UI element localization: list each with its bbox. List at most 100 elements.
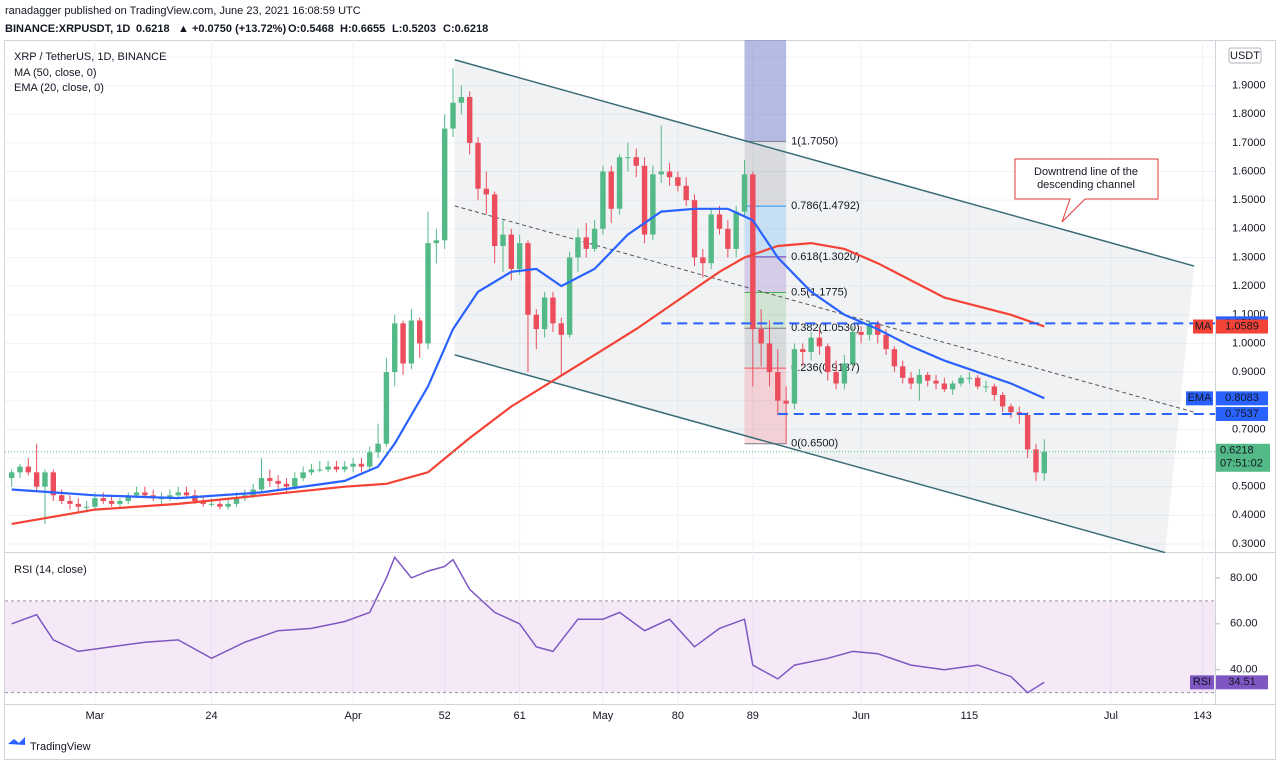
- candle-body: [450, 102, 456, 129]
- rsi-tick-label: 80.00: [1230, 572, 1258, 584]
- high: H:0.6655: [340, 23, 385, 35]
- candle-body: [167, 495, 173, 499]
- candle-body: [924, 374, 931, 381]
- candle-body: [375, 443, 381, 453]
- fib-zone: [744, 328, 787, 369]
- x-tick-label: 89: [747, 710, 759, 722]
- candle-body: [516, 243, 523, 269]
- time-highlight: [744, 40, 787, 142]
- indicator-tag-name-box: [1186, 391, 1213, 406]
- candle-body: [958, 377, 964, 384]
- brand: TradingView: [30, 741, 91, 753]
- rsi-band: [5, 600, 1215, 693]
- indicator-tag: [1216, 319, 1268, 334]
- y-tick-label: 0.5000: [1232, 481, 1266, 493]
- candle-body: [441, 128, 448, 241]
- change: ▲ +0.0750 (+13.72%): [178, 23, 286, 35]
- x-tick-label: 61: [514, 710, 526, 722]
- candle-body: [891, 349, 898, 367]
- callout: [1014, 158, 1159, 223]
- channel-line: [454, 354, 1166, 554]
- candle-body: [17, 466, 23, 473]
- candle-body: [75, 503, 81, 507]
- fib-label: 0.5(1.1775): [791, 286, 847, 298]
- candle-body: [433, 240, 440, 244]
- x-tick-label: 143: [1193, 710, 1211, 722]
- candle-body: [408, 320, 415, 364]
- candle-body: [508, 234, 515, 269]
- x-tick-label: 80: [672, 710, 684, 722]
- candle-body: [691, 200, 698, 258]
- candle-body: [650, 174, 656, 235]
- ma-legend: MA (50, close, 0): [14, 67, 97, 79]
- candle-body: [400, 323, 406, 364]
- candle-body: [483, 188, 490, 195]
- rsi-line: [11, 555, 1045, 694]
- y-tick-label: 0.9000: [1232, 366, 1266, 378]
- logo: TradingView: [8, 737, 91, 753]
- candle-body: [625, 157, 631, 159]
- indicator-tag-name: MA: [1195, 320, 1212, 332]
- candle-body: [425, 243, 431, 344]
- candle-body: [325, 466, 331, 470]
- open: O:0.5468: [288, 23, 334, 35]
- candle-body: [342, 466, 348, 470]
- candle-body: [1033, 449, 1039, 473]
- candle-body: [300, 472, 306, 479]
- candle-body: [100, 498, 106, 502]
- candle-body: [999, 394, 1006, 407]
- candle-body: [25, 466, 32, 473]
- candle-body: [92, 498, 98, 507]
- candle-body: [633, 157, 639, 166]
- candle-body: [417, 320, 423, 344]
- candle-body: [800, 349, 806, 353]
- currency-box: [1228, 47, 1262, 64]
- x-tick-label: Jun: [852, 710, 870, 722]
- candle-body: [666, 171, 673, 178]
- candle-body: [317, 469, 323, 471]
- candle-body: [1008, 406, 1014, 413]
- last-price-label: 0.6218: [1220, 445, 1254, 457]
- y-tick-label: 1.9000: [1232, 79, 1266, 91]
- candle-body: [900, 366, 906, 378]
- candle-body: [133, 492, 140, 496]
- candle-body: [550, 297, 556, 324]
- symbol: BINANCE:XRPUSDT, 1D: [5, 23, 130, 35]
- candle-body: [750, 174, 756, 330]
- candle-body: [58, 495, 65, 502]
- indicator-tag-value: 1.0589: [1225, 320, 1259, 332]
- candle-body: [142, 492, 148, 496]
- indicator-tag-name-box: [1193, 319, 1213, 334]
- candle-body: [350, 463, 356, 467]
- candle-body: [383, 372, 390, 444]
- candle-body: [50, 472, 57, 496]
- candle-body: [1041, 451, 1047, 474]
- candle-body: [308, 469, 315, 473]
- candle-body: [841, 363, 848, 384]
- callout-text: descending channel: [1037, 179, 1135, 191]
- y-tick-label: 0.4000: [1232, 509, 1266, 521]
- candle-body: [541, 297, 548, 330]
- candle-body: [117, 501, 123, 504]
- candle-body: [475, 142, 481, 189]
- frame: [4, 40, 1276, 760]
- candle-body: [8, 472, 15, 479]
- candle-body: [83, 506, 90, 508]
- candle-body: [566, 257, 573, 335]
- candle-body: [616, 157, 623, 209]
- indicator-tag: [1216, 391, 1268, 406]
- y-tick-label: 1.3000: [1232, 251, 1266, 263]
- candle-body: [233, 498, 240, 504]
- candle-body: [608, 171, 614, 209]
- candle-body: [816, 337, 823, 347]
- candle-body: [125, 495, 131, 502]
- candle-body: [533, 314, 540, 330]
- candle-body: [33, 472, 40, 487]
- candle-body: [217, 503, 223, 507]
- candle-body: [225, 503, 231, 507]
- rsi-tick-label: 60.00: [1230, 618, 1258, 630]
- last-price-tag: [1216, 443, 1270, 472]
- candle-body: [708, 214, 714, 264]
- candle-body: [833, 372, 839, 384]
- candle-body: [991, 386, 998, 395]
